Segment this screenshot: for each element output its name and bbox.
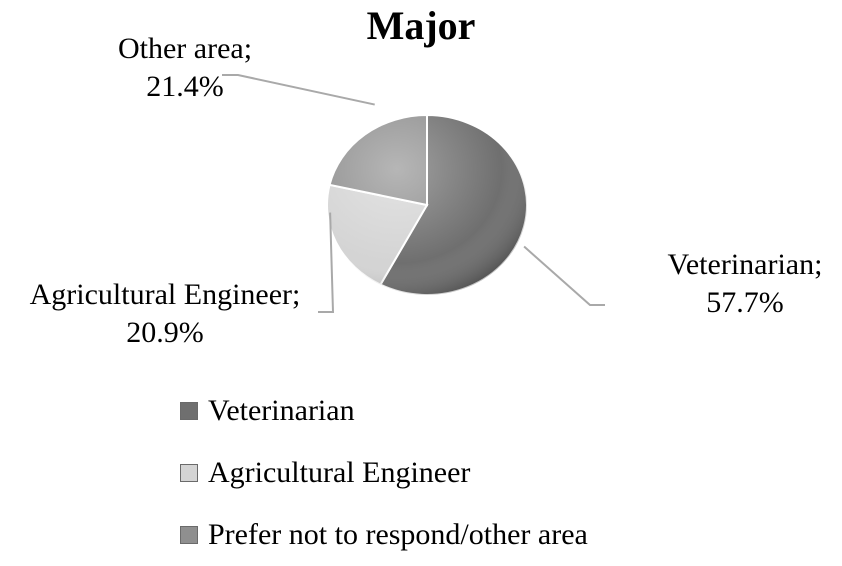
chart-legend: Veterinarian Agricultural Engineer Prefe… [180,380,588,566]
data-label-agricultural-engineer-value: 20.9% [126,316,204,349]
legend-swatch-other-area [180,526,198,544]
legend-label-agricultural-engineer: Agricultural Engineer [208,456,471,489]
legend-swatch-agricultural-engineer [180,464,198,482]
legend-label-other-area: Prefer not to respond/other area [208,518,588,551]
leader-line-veterinarian [523,245,605,306]
data-label-agricultural-engineer: Agricultural Engineer; 20.9% [0,276,330,352]
legend-swatch-veterinarian [180,402,198,420]
legend-item-agricultural-engineer: Agricultural Engineer [180,442,588,504]
legend-item-veterinarian: Veterinarian [180,380,588,442]
leader-line-agricultural-engineer [318,212,335,313]
legend-label-veterinarian: Veterinarian [208,394,355,427]
pie-shading [327,115,527,295]
leader-line-other-area [222,74,375,106]
legend-item-other-area: Prefer not to respond/other area [180,504,588,566]
data-label-agricultural-engineer-name: Agricultural Engineer; [29,278,301,311]
data-label-other-area-name: Other area; [117,32,253,65]
data-label-other-area-value: 21.4% [146,70,224,103]
data-label-veterinarian: Veterinarian; 57.7% [640,246,842,322]
pie-chart: Major Veterinarian; 57.7% Agricultural E… [0,3,842,551]
data-label-other-area: Other area; 21.4% [90,30,280,106]
chart-title: Major [366,3,476,48]
pie-plot-area [222,74,605,313]
data-label-veterinarian-name: Veterinarian; [667,248,823,281]
data-label-veterinarian-value: 57.7% [706,286,784,319]
